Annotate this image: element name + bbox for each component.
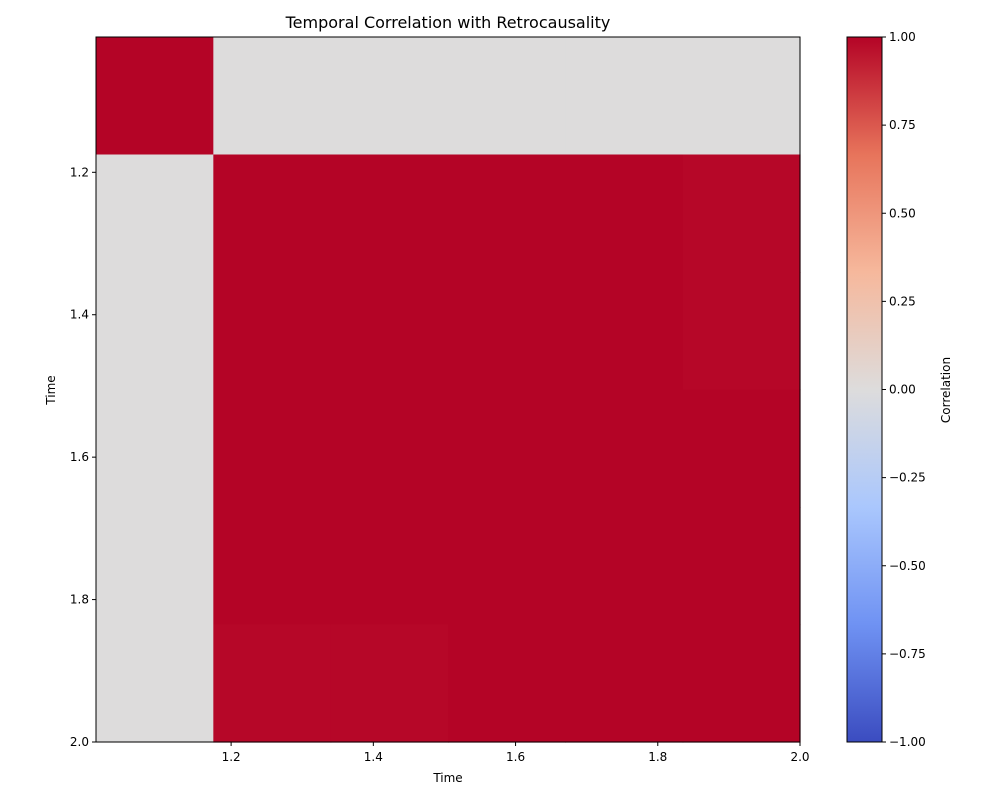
- heatmap-cells: [96, 37, 801, 743]
- x-axis-ticks: 1.2 1.4 1.6 1.8 2.0: [222, 742, 810, 764]
- colorbar-tick-label: −1.00: [889, 735, 926, 749]
- heatmap-cell: [448, 507, 566, 626]
- heatmap-cell: [682, 507, 801, 626]
- heatmap-cell: [682, 154, 801, 273]
- heatmap-cell: [565, 624, 684, 743]
- heatmap-cell: [448, 624, 566, 743]
- colorbar-ticks: 1.00 0.75 0.50 0.25 0.00 −0.25 −0.50 −0.75 −1.00: [882, 30, 926, 749]
- colorbar-label: Correlation: [939, 357, 953, 423]
- x-tick-label: 1.4: [364, 750, 383, 764]
- x-tick-label: 1.2: [222, 750, 241, 764]
- colorbar-tick-label: 0.25: [889, 294, 916, 308]
- heatmap-cell: [213, 37, 332, 156]
- heatmap-cell: [96, 272, 214, 391]
- y-tick-label: 1.2: [70, 165, 89, 179]
- colorbar-tick-label: −0.75: [889, 647, 926, 661]
- colorbar: [846, 36, 883, 743]
- colorbar-tick-label: 0.50: [889, 206, 916, 220]
- colorbar-tick-label: −0.50: [889, 559, 926, 573]
- heatmap-cell: [96, 37, 214, 156]
- y-tick-label: 2.0: [70, 735, 89, 749]
- heatmap-cell: [96, 507, 214, 626]
- heatmap-cell: [448, 389, 566, 508]
- heatmap-cell: [330, 154, 449, 273]
- heatmap-cell: [682, 37, 801, 156]
- heatmap-cell: [213, 154, 332, 273]
- y-axis-ticks: 1.2 1.4 1.6 1.8 2.0: [70, 165, 96, 749]
- heatmap-cell: [565, 389, 684, 508]
- colorbar-tick-label: 0.00: [889, 383, 916, 397]
- chart-title: Temporal Correlation with Retrocausality: [285, 13, 611, 32]
- heatmap-cell: [330, 389, 449, 508]
- y-tick-label: 1.4: [70, 308, 89, 322]
- colorbar-tick-label: 0.75: [889, 118, 916, 132]
- heatmap-cell: [682, 389, 801, 508]
- plot-frame: [95, 36, 801, 743]
- x-axis-label: Time: [432, 771, 462, 785]
- heatmap-cell: [330, 624, 449, 743]
- heatmap-cell: [565, 154, 684, 273]
- colorbar-tick-label: 1.00: [889, 30, 916, 44]
- heatmap-cell: [330, 507, 449, 626]
- heatmap-cell: [96, 389, 214, 508]
- heatmap-cell: [682, 272, 801, 391]
- heatmap-cell: [448, 37, 566, 156]
- colorbar-tick-label: −0.25: [889, 471, 926, 485]
- heatmap-cell: [330, 37, 449, 156]
- x-tick-label: 1.8: [648, 750, 667, 764]
- heatmap-cell: [565, 37, 684, 156]
- heatmap-cell: [213, 272, 332, 391]
- heatmap-cell: [213, 389, 332, 508]
- heatmap-cell: [448, 272, 566, 391]
- heatmap-cell: [682, 624, 801, 743]
- heatmap-cell: [96, 154, 214, 273]
- heatmap-cell: [330, 272, 449, 391]
- y-axis-label: Time: [44, 375, 58, 405]
- heatmap-cell: [565, 507, 684, 626]
- heatmap-cell: [448, 154, 566, 273]
- x-tick-label: 2.0: [790, 750, 809, 764]
- heatmap-cell: [213, 507, 332, 626]
- y-tick-label: 1.8: [70, 593, 89, 607]
- y-tick-label: 1.6: [70, 450, 89, 464]
- heatmap-cell: [565, 272, 684, 391]
- heatmap-cell: [96, 624, 214, 743]
- heatmap-cell: [213, 624, 332, 743]
- x-tick-label: 1.6: [506, 750, 525, 764]
